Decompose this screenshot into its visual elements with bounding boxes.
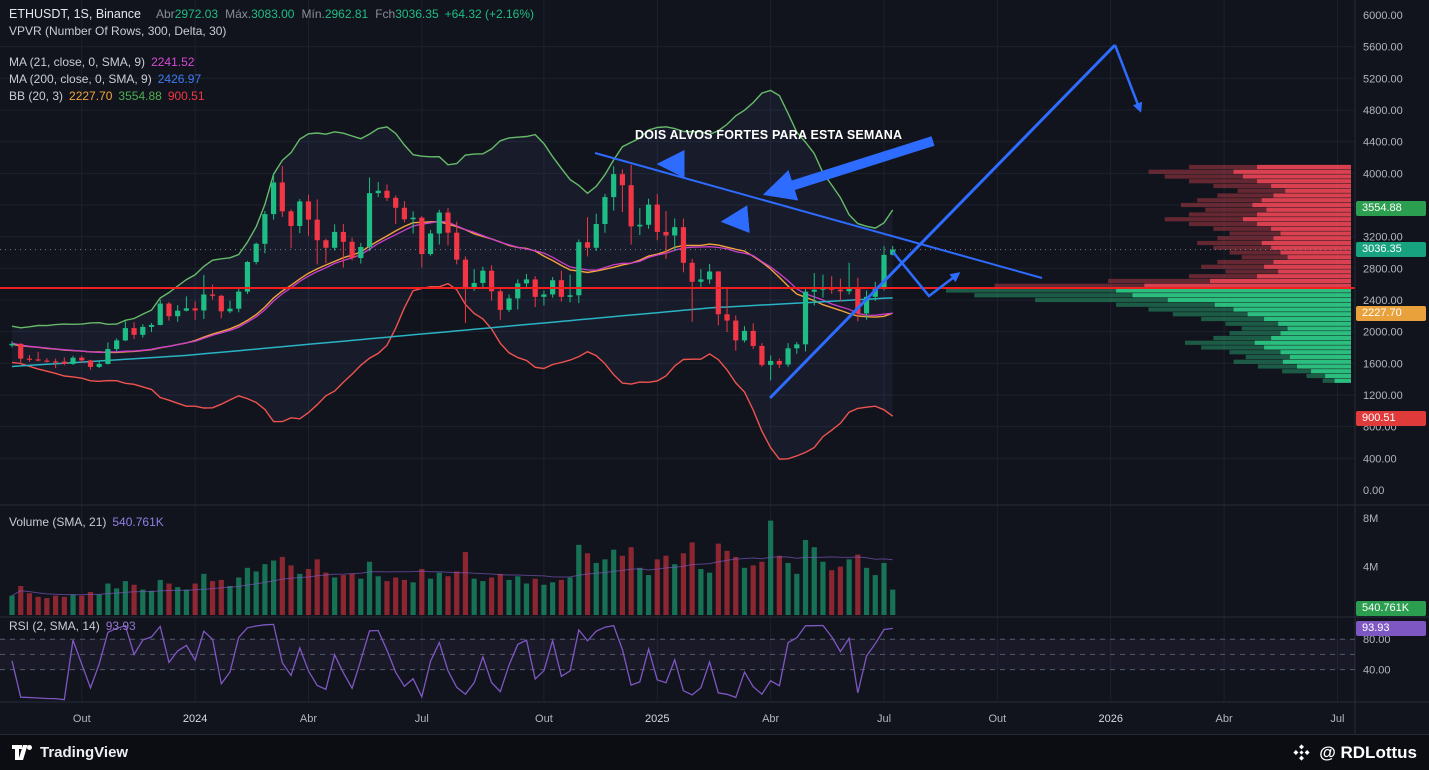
- bb-basis-value: 2227.70: [69, 89, 113, 103]
- time-axis-label: Out: [73, 713, 91, 725]
- price-axis-label: 6000.00: [1363, 10, 1403, 22]
- vpvr-indicator-label[interactable]: VPVR (Number Of Rows, 300, Delta, 30): [9, 24, 227, 38]
- open-value: 2972.03: [174, 7, 219, 21]
- left-arrow-marker-2[interactable]: [720, 205, 750, 234]
- rsi-line: [11, 623, 893, 701]
- price-axis-label: 400.00: [1363, 453, 1397, 465]
- volume-axis-label: 4M: [1363, 562, 1378, 574]
- rsi-axis-label: 80.00: [1363, 634, 1391, 646]
- binance-logo-icon: [1292, 743, 1311, 762]
- close-label: Fch: [375, 7, 396, 21]
- price-axis-label: 800.00: [1363, 422, 1397, 434]
- price-axis-label: 1200.00: [1363, 390, 1403, 402]
- ma21-value: 2241.52: [151, 55, 195, 69]
- author-credit-label: @ RDLottus: [1319, 742, 1417, 762]
- rsi-pane: [0, 623, 1355, 701]
- price-axis-label: 3600.00: [1363, 200, 1403, 212]
- bb-lower-line: [11, 282, 894, 460]
- vpvr-indicator-row[interactable]: VPVR (Number Of Rows, 300, Delta, 30): [9, 23, 534, 40]
- axis-labels: 6000.00 5600.00 5200.00 4800.00 4400.00 4000.…: [73, 10, 1403, 725]
- rsi-value: 93.93: [105, 619, 136, 633]
- grid: [0, 0, 1355, 702]
- price-axis-label: 1600.00: [1363, 358, 1403, 370]
- low-label: Mín.: [301, 7, 325, 21]
- ascending-projection-line[interactable]: [768, 43, 1117, 400]
- bb-indicator-row[interactable]: BB (20, 3) 2227.70 3554.88 900.51: [9, 88, 534, 105]
- price-axis-label: 4800.00: [1363, 105, 1403, 117]
- volume-indicator-label[interactable]: Volume (SMA, 21): [9, 515, 107, 529]
- chart-canvas[interactable]: 6000.00 5600.00 5200.00 4800.00 4400.00 4000.…: [0, 0, 1429, 734]
- time-axis-label: 2026: [1098, 713, 1122, 725]
- time-axis-label: Abr: [300, 713, 317, 725]
- bb-indicator-label[interactable]: BB (20, 3): [9, 89, 64, 103]
- candlesticks: [9, 164, 896, 381]
- ma200-indicator-row[interactable]: MA (200, close, 0, SMA, 9) 2426.97: [9, 71, 534, 88]
- low-value: 2962.81: [324, 7, 369, 21]
- annotation-text[interactable]: DOIS ALVOS FORTES PARA ESTA SEMANA: [635, 128, 903, 142]
- ma200-line: [11, 297, 893, 368]
- pullback-zigzag-arrow[interactable]: [892, 251, 961, 298]
- time-axis-label: 2024: [183, 713, 207, 725]
- tradingview-logo-icon: [12, 745, 33, 760]
- tradingview-brand-label: TradingView: [40, 744, 129, 761]
- price-axis-label: 2400.00: [1363, 295, 1403, 307]
- bb-upper-line: [11, 89, 894, 329]
- price-axis-label: 4000.00: [1363, 168, 1403, 180]
- change-value: +64.32 (+2.16%): [444, 7, 535, 21]
- ma200-value: 2426.97: [157, 72, 202, 86]
- time-axis-label: Jul: [1330, 713, 1344, 725]
- volume-ma-line: [11, 556, 893, 597]
- high-label: Máx.: [225, 7, 252, 21]
- rsi-axis-label: 40.00: [1363, 665, 1391, 677]
- footer-bar: TradingView @ RDLottus: [0, 734, 1429, 770]
- ma200-indicator-label[interactable]: MA (200, close, 0, SMA, 9): [9, 72, 152, 86]
- volume-legend[interactable]: Volume (SMA, 21) 540.761K: [9, 515, 164, 529]
- projection-down-arrow[interactable]: [1113, 44, 1143, 113]
- volume-pane: [9, 520, 896, 615]
- price-axis-label: 0.00: [1363, 485, 1384, 497]
- price-axis-label: 2000.00: [1363, 327, 1403, 339]
- tradingview-brand[interactable]: TradingView: [12, 744, 128, 761]
- rsi-legend[interactable]: RSI (2, SMA, 14) 93.93: [9, 619, 136, 633]
- ma21-line: [11, 220, 893, 354]
- time-axis-label: Abr: [762, 713, 779, 725]
- close-value: 3036.35: [395, 7, 439, 21]
- time-axis-label: Abr: [1216, 713, 1233, 725]
- drawings: [594, 43, 1143, 400]
- big-annotation-arrow[interactable]: [762, 136, 935, 201]
- ma21-indicator-label[interactable]: MA (21, close, 0, SMA, 9): [9, 55, 146, 69]
- time-axis-label: Jul: [415, 713, 429, 725]
- time-axis-label: 2025: [645, 713, 669, 725]
- vpvr-profile: [946, 164, 1351, 383]
- bb-band-fill: [12, 90, 893, 460]
- ma21-indicator-row[interactable]: MA (21, close, 0, SMA, 9) 2241.52: [9, 54, 534, 71]
- symbol-title[interactable]: ETHUSDT, 1S, Binance: [9, 7, 141, 21]
- price-axis-label: 5200.00: [1363, 73, 1403, 85]
- volume-axis-label: 8M: [1363, 513, 1378, 525]
- price-axis-label: 2800.00: [1363, 263, 1403, 275]
- high-value: 3083.00: [251, 7, 295, 21]
- rsi-indicator-label[interactable]: RSI (2, SMA, 14): [9, 619, 100, 633]
- volume-value: 540.761K: [112, 515, 164, 529]
- price-axis-label: 4400.00: [1363, 137, 1403, 149]
- time-axis-label: Jul: [877, 713, 891, 725]
- bb-lower-value: 900.51: [167, 89, 205, 103]
- symbol-legend-row[interactable]: ETHUSDT, 1S, Binance Abr2972.03 Máx.3083.0…: [9, 6, 534, 23]
- price-axis-label: 3200.00: [1363, 232, 1403, 244]
- time-axis-label: Out: [988, 713, 1006, 725]
- main-legend: ETHUSDT, 1S, Binance Abr2972.03 Máx.3083.0…: [9, 6, 534, 105]
- time-axis-label: Out: [535, 713, 553, 725]
- bb-upper-value: 3554.88: [118, 89, 162, 103]
- price-axis-label: 5600.00: [1363, 42, 1403, 54]
- author-credit[interactable]: @ RDLottus: [1292, 743, 1417, 763]
- open-label: Abr: [156, 7, 175, 21]
